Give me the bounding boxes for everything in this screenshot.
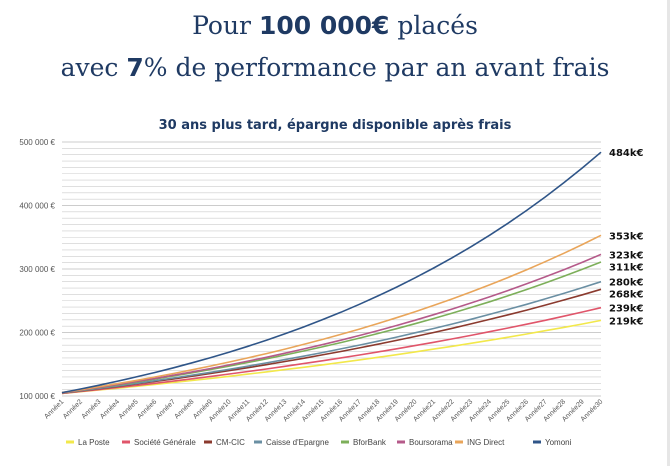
legend-label: CM-CIC	[216, 438, 245, 447]
x-tick-label: Année5	[118, 398, 140, 420]
headline-line-1: Pour 100 000€ placés	[0, 10, 670, 42]
end-label: 311k€	[609, 262, 644, 273]
legend-label: Boursorama	[409, 438, 453, 447]
series-line	[61, 280, 602, 394]
end-label: 239k€	[609, 304, 644, 315]
x-axis: Année1Année2Année3Année4Année5Année6Anné…	[43, 398, 604, 423]
legend-label: Société Générale	[134, 438, 196, 447]
line-chart: 100 000 € 200 000 € 300 000 € 400 000 € 500 …	[19, 138, 644, 447]
x-tick-label: Année7	[155, 398, 177, 420]
end-label: 353k€	[609, 231, 644, 242]
end-label: 280k€	[609, 278, 644, 289]
x-tick-label: Année4	[99, 398, 121, 420]
series-line	[61, 306, 602, 395]
end-label: 323k€	[609, 250, 644, 261]
end-label: 268k€	[609, 290, 644, 301]
x-tick-label: Année3	[81, 398, 103, 420]
end-labels: 484k€ 353k€ 323k€311k€ 280k€268k€ 239k€219k€	[609, 148, 644, 327]
headline-1-amount: 100 000€	[258, 11, 390, 40]
grid-lines	[62, 141, 601, 397]
legend-label: Caisse d'Epargne	[266, 438, 329, 447]
legend-label: La Poste	[78, 438, 110, 447]
x-tick-label: Année8	[173, 398, 195, 420]
series-line	[61, 319, 602, 395]
x-tick-label: Année1	[43, 398, 65, 420]
series-line	[61, 234, 602, 394]
y-tick-label: 300 000 €	[19, 265, 55, 274]
end-label: 219k€	[609, 316, 644, 327]
y-tick-label: 100 000 €	[19, 392, 55, 401]
y-tick-label: 200 000 €	[19, 329, 55, 338]
headline-1-post: placés	[389, 11, 478, 40]
y-tick-label: 400 000 €	[19, 202, 55, 211]
series-line	[61, 288, 602, 394]
headline-2-rate: 7	[126, 53, 144, 82]
chart-title: 30 ans plus tard, épargne disponible apr…	[158, 118, 512, 133]
legend-label: ING Direct	[467, 438, 505, 447]
y-tick-label: 500 000 €	[19, 138, 55, 147]
legend-label: BforBank	[353, 438, 387, 447]
headline-line-2: avec 7% de performance par an avant frai…	[0, 52, 670, 84]
series-lines	[61, 151, 602, 395]
series-line	[61, 151, 602, 394]
legend-label: Yomoni	[545, 438, 572, 447]
headline-2-pre: avec	[60, 53, 127, 82]
page-edge	[667, 0, 670, 466]
legend: La Poste Société Générale CM-CIC Caisse d'E…	[66, 438, 572, 447]
headline-2-post: % de performance par an avant frais	[143, 53, 610, 82]
end-label: 484k€	[609, 148, 644, 159]
x-tick-label: Année6	[136, 398, 158, 420]
x-tick-label: Année2	[62, 398, 84, 420]
y-axis: 100 000 € 200 000 € 300 000 € 400 000 € 500 …	[19, 138, 55, 401]
headline-1-pre: Pour	[192, 11, 259, 40]
series-line	[61, 253, 602, 394]
